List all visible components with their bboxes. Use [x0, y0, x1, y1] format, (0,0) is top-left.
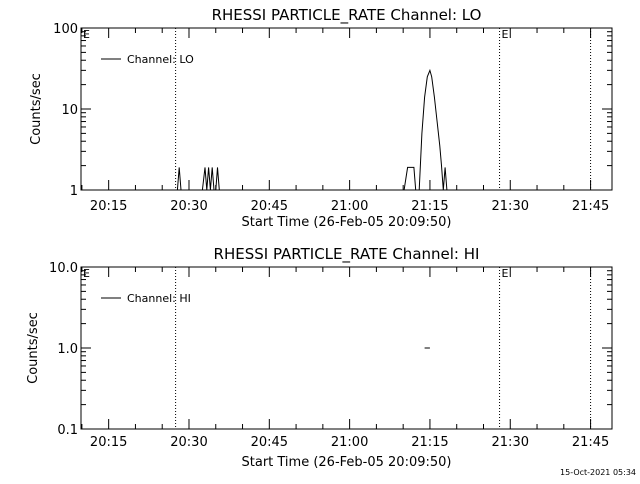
- x-tick-label: 21:45: [572, 435, 609, 450]
- x-tick-label: 20:15: [90, 199, 127, 214]
- x-tick-label: 21:45: [572, 199, 609, 214]
- x-axis-label: Start Time (26-Feb-05 20:09:50): [242, 455, 452, 470]
- y-tick-label: 0.1: [57, 423, 78, 438]
- x-tick-label: 21:15: [411, 199, 448, 214]
- x-tick-label: 20:30: [170, 199, 207, 214]
- footer-timestamp: 15-Oct-2021 05:34: [560, 468, 636, 477]
- legend-label: Channel: HI: [127, 292, 191, 305]
- y-tick-label: 1: [70, 184, 78, 199]
- y-tick-label: 100: [53, 22, 78, 37]
- y-tick-label: 10: [61, 103, 78, 118]
- y-tick-label: 10.0: [49, 261, 78, 276]
- series-line-channel-lo: [81, 68, 451, 191]
- x-tick-label: 20:45: [251, 199, 288, 214]
- y-axis-label: Counts/sec: [26, 312, 41, 384]
- event-marker-label: E: [83, 267, 90, 280]
- x-tick-label: 21:15: [411, 435, 448, 450]
- x-tick-label: 20:15: [90, 435, 127, 450]
- event-marker-label: E: [502, 28, 509, 41]
- y-axis-label: Counts/sec: [29, 73, 44, 145]
- chart-title: RHESSI PARTICLE_RATE Channel: HI: [214, 245, 480, 264]
- legend-label: Channel: LO: [127, 53, 194, 66]
- x-tick-label: 20:30: [170, 435, 207, 450]
- event-marker-label: E: [83, 28, 90, 41]
- x-tick-label: 21:00: [331, 435, 368, 450]
- x-tick-label: 21:30: [492, 435, 529, 450]
- x-axis-label: Start Time (26-Feb-05 20:09:50): [242, 215, 452, 230]
- chart-title: RHESSI PARTICLE_RATE Channel: LO: [212, 6, 482, 25]
- x-tick-label: 21:30: [492, 199, 529, 214]
- x-tick-label: 21:00: [331, 199, 368, 214]
- event-marker-label: E: [502, 267, 509, 280]
- y-tick-label: 1.0: [57, 342, 78, 357]
- x-tick-label: 20:45: [251, 435, 288, 450]
